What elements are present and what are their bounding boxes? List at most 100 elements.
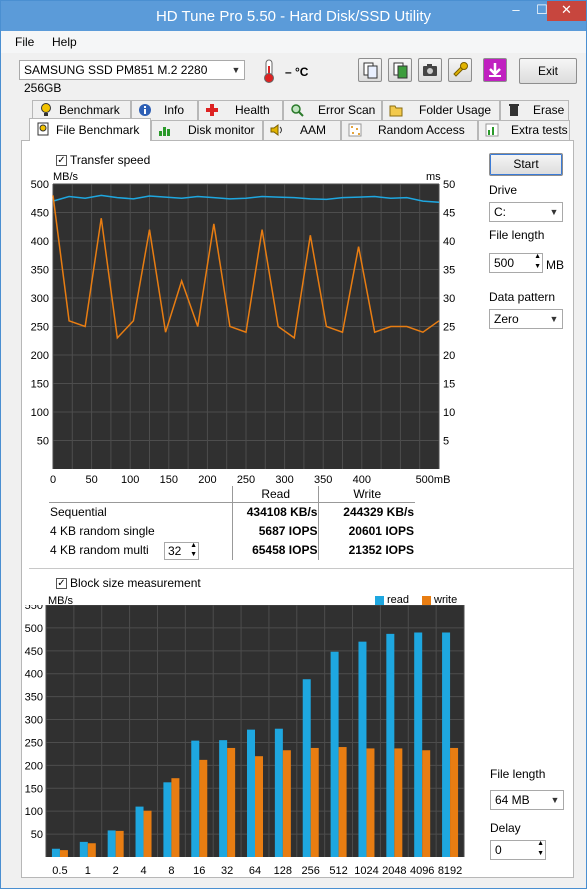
- spin-down-icon[interactable]: ▼: [534, 263, 541, 270]
- x-tick-label: 0: [50, 474, 56, 486]
- menu-help[interactable]: Help: [52, 35, 77, 49]
- download-button[interactable]: [483, 58, 507, 82]
- tab-error-scan[interactable]: Error Scan: [283, 100, 382, 120]
- bar-read: [191, 740, 200, 857]
- spin-up-icon[interactable]: ▲: [534, 253, 541, 260]
- x-tick-label: 150: [160, 474, 178, 486]
- y-tick-label-left: 50: [37, 436, 49, 448]
- block-file-length-select[interactable]: 64 MB ▼: [490, 790, 564, 810]
- bar-read: [107, 830, 116, 857]
- y-tick-label: 500: [25, 623, 43, 635]
- options-button[interactable]: [448, 58, 472, 82]
- y-tick-label-right: 30: [443, 293, 455, 305]
- x-tick-label: 2048: [382, 865, 406, 877]
- chevron-down-icon: ▼: [549, 207, 559, 217]
- row-label: 4 KB random single: [50, 524, 155, 538]
- file-length-stepper[interactable]: 500 ▲ ▼: [489, 253, 543, 273]
- menu-file[interactable]: File: [15, 35, 35, 49]
- bar-write: [227, 747, 236, 857]
- magnifier-icon: [291, 104, 304, 117]
- x-tick-label: 350: [314, 474, 332, 486]
- y-tick-label: 250: [25, 737, 43, 749]
- series-line-read: [52, 194, 440, 203]
- tab-erase[interactable]: Erase: [500, 100, 569, 120]
- y-tick-label-right: 5: [443, 436, 449, 448]
- screenshot-button[interactable]: [418, 58, 442, 82]
- spin-down-icon[interactable]: ▼: [537, 850, 544, 857]
- queue-depth-stepper[interactable]: 32 ▲ ▼: [164, 542, 199, 560]
- folder-icon: [389, 105, 403, 117]
- random-multi-read-value: 65458 IOPS: [231, 540, 319, 560]
- y-tick-label: 150: [25, 783, 43, 795]
- spin-down-icon[interactable]: ▼: [190, 551, 197, 558]
- section-divider: [29, 568, 573, 569]
- drive-select[interactable]: SAMSUNG SSD PM851 M.2 2280 256GB ▼: [19, 60, 245, 95]
- x-tick-label: 256: [302, 865, 320, 877]
- info-icon: [139, 104, 151, 116]
- x-tick-label: 8192: [438, 865, 462, 877]
- bar-read: [386, 633, 395, 857]
- minimize-button[interactable]: –: [512, 2, 520, 17]
- transfer-unit-right: ms: [426, 171, 441, 183]
- random-single-read-value: 5687 IOPS: [231, 521, 319, 541]
- tab-folder-usage[interactable]: Folder Usage: [382, 100, 500, 120]
- y-tick-label-left: 350: [31, 265, 49, 277]
- data-pattern-select[interactable]: Zero ▼: [489, 309, 563, 329]
- start-button[interactable]: Start: [489, 153, 563, 176]
- y-tick-label: 200: [25, 760, 43, 772]
- close-button[interactable]: ✕: [547, 1, 586, 21]
- bar-read: [302, 679, 311, 857]
- delay-stepper[interactable]: 0 ▲ ▼: [490, 840, 546, 860]
- spin-up-icon[interactable]: ▲: [190, 542, 197, 549]
- camera-icon: [423, 64, 437, 76]
- bar-read: [358, 641, 367, 857]
- tab-disk-monitor[interactable]: Disk monitor: [151, 120, 263, 140]
- bar-write: [115, 830, 124, 857]
- bar-read: [274, 728, 283, 857]
- y-tick-label: 300: [25, 715, 43, 727]
- drive-letter-select[interactable]: C: ▼: [489, 202, 563, 222]
- y-tick-label-right: 50: [443, 179, 455, 191]
- save-button[interactable]: [388, 58, 412, 82]
- y-tick-label-right: 35: [443, 265, 455, 277]
- y-tick-label-right: 25: [443, 322, 455, 334]
- series-line-write: [52, 195, 440, 340]
- chevron-down-icon: ▼: [231, 65, 241, 75]
- menu-bar: File Help: [1, 31, 586, 53]
- transfer-speed-checkbox[interactable]: ✓: [56, 155, 67, 166]
- spin-up-icon[interactable]: ▲: [537, 840, 544, 847]
- bar-write: [59, 850, 68, 857]
- trash-icon: [509, 104, 519, 116]
- dots-grid-icon: [348, 123, 362, 137]
- x-tick-label: 250: [237, 474, 255, 486]
- y-tick-label-right: 15: [443, 379, 455, 391]
- exit-button[interactable]: Exit: [519, 58, 577, 84]
- y-tick-label: 350: [25, 692, 43, 704]
- y-tick-label-right: 45: [443, 208, 455, 220]
- x-tick-label: 0.5: [52, 865, 67, 877]
- tab-random-access[interactable]: Random Access: [341, 120, 478, 140]
- col-read-header: Read: [231, 486, 319, 503]
- sequential-write-value: 244329 KB/s: [318, 502, 415, 522]
- bar-read: [247, 729, 255, 857]
- tab-health[interactable]: Health: [198, 100, 283, 120]
- bar-read: [442, 632, 451, 857]
- tab-extra-tests[interactable]: Extra tests: [478, 120, 570, 140]
- tab-file-benchmark[interactable]: File Benchmark: [29, 118, 151, 141]
- block-size-checkbox[interactable]: ✓: [56, 578, 67, 589]
- tab-benchmark[interactable]: Benchmark: [32, 100, 131, 120]
- y-tick-label-left: 500: [31, 179, 49, 191]
- copy-icon: [363, 62, 378, 79]
- bar-write: [282, 750, 291, 857]
- y-tick-label-left: 400: [31, 236, 49, 248]
- maximize-button[interactable]: ☐: [536, 2, 548, 17]
- copy-button[interactable]: [358, 58, 382, 82]
- bar-read: [219, 740, 228, 857]
- bar-write: [310, 747, 319, 857]
- legend-write-label: write: [434, 594, 458, 606]
- legend-read-swatch: [375, 596, 384, 605]
- tab-info[interactable]: Info: [131, 100, 198, 120]
- tab-aam[interactable]: AAM: [263, 120, 341, 140]
